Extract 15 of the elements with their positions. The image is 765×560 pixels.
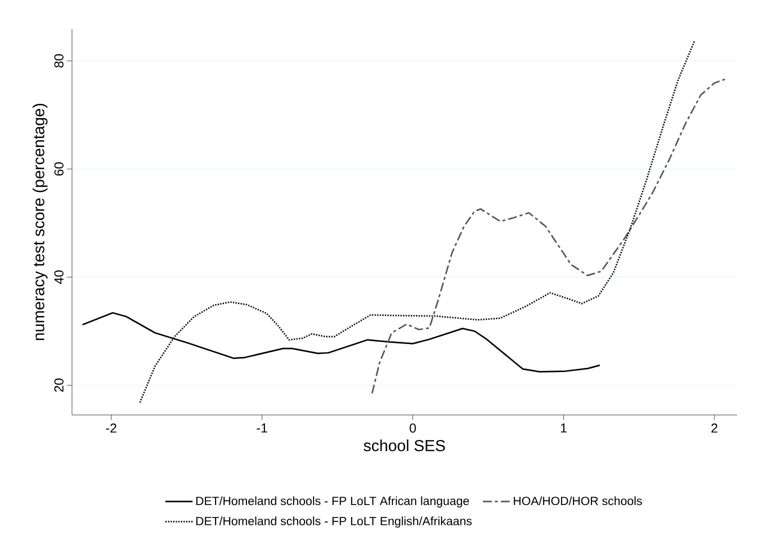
x-tick-label: -2 (106, 424, 116, 433)
x-tick-label: 1 (560, 424, 567, 432)
legend-label: DET/Homeland schools - FP LoLT African language (196, 496, 469, 508)
y-tick-label: 60 (54, 162, 64, 176)
legend-label: DET/Homeland schools - FP LoLT English/Afrikaans (196, 516, 472, 528)
x-tick-label: 0 (410, 424, 416, 433)
y-tick-label: 80 (54, 54, 64, 68)
x-axis-title: school SES (364, 440, 445, 452)
y-tick-label: 20 (54, 378, 64, 392)
y-tick-label: 40 (54, 270, 64, 284)
x-tick-label: -1 (256, 424, 268, 432)
line-series (371, 78, 726, 394)
y-axis-title: numeracy test score (percentage) (32, 104, 48, 340)
legend-label: HOA/HOD/HOR schools (514, 496, 642, 506)
x-tick-label: 2 (711, 424, 718, 433)
